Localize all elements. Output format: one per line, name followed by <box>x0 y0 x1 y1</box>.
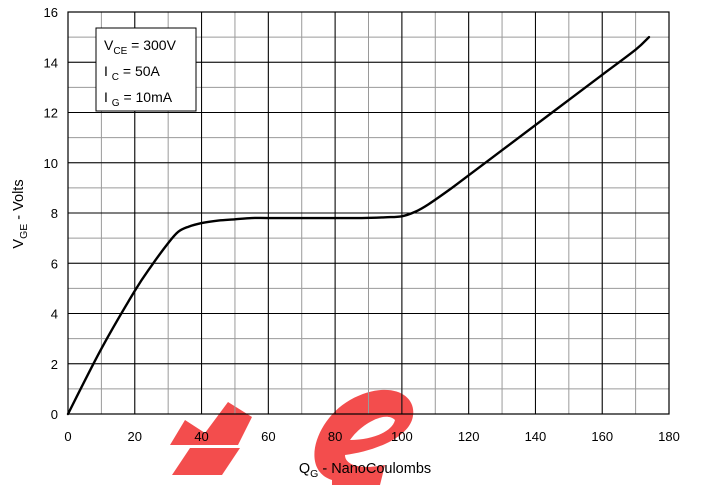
x-tick-label: 100 <box>391 429 413 444</box>
y-tick-label: 0 <box>51 407 58 422</box>
y-tick-label: 16 <box>44 5 58 20</box>
plot-area <box>67 11 670 415</box>
x-tick-label: 160 <box>591 429 613 444</box>
y-tick-label: 10 <box>44 156 58 171</box>
gate-charge-curve <box>66 35 651 416</box>
x-tick-label: 140 <box>525 429 547 444</box>
y-tick-labels: 0 2 4 6 8 10 12 14 16 <box>44 5 58 422</box>
legend-line-ig: I G = 10mA <box>104 89 173 109</box>
x-tick-labels: 0 20 40 60 80 100 120 140 160 180 <box>64 429 679 444</box>
y-tick-label: 2 <box>51 357 58 372</box>
y-axis-title: VGE - Volts <box>11 179 30 248</box>
y-tick-label: 6 <box>51 256 58 271</box>
x-tick-label: 180 <box>658 429 680 444</box>
x-tick-label: 40 <box>194 429 208 444</box>
x-tick-label: 60 <box>261 429 275 444</box>
legend-line-ic: I C = 50A <box>104 63 161 83</box>
legend-box: VCE = 300V I C = 50A I G = 10mA <box>95 27 197 112</box>
x-tick-label: 120 <box>458 429 480 444</box>
y-tick-label: 12 <box>44 106 58 121</box>
x-tick-label: 0 <box>64 429 71 444</box>
x-axis-title: QG - NanoCoulombs <box>299 461 431 480</box>
legend-line-vce: VCE = 300V <box>104 37 177 57</box>
x-tick-label: 80 <box>328 429 342 444</box>
y-tick-label: 14 <box>44 55 58 70</box>
x-tick-label: 20 <box>128 429 142 444</box>
y-tick-label: 4 <box>51 307 58 322</box>
y-tick-label: 8 <box>51 206 58 221</box>
